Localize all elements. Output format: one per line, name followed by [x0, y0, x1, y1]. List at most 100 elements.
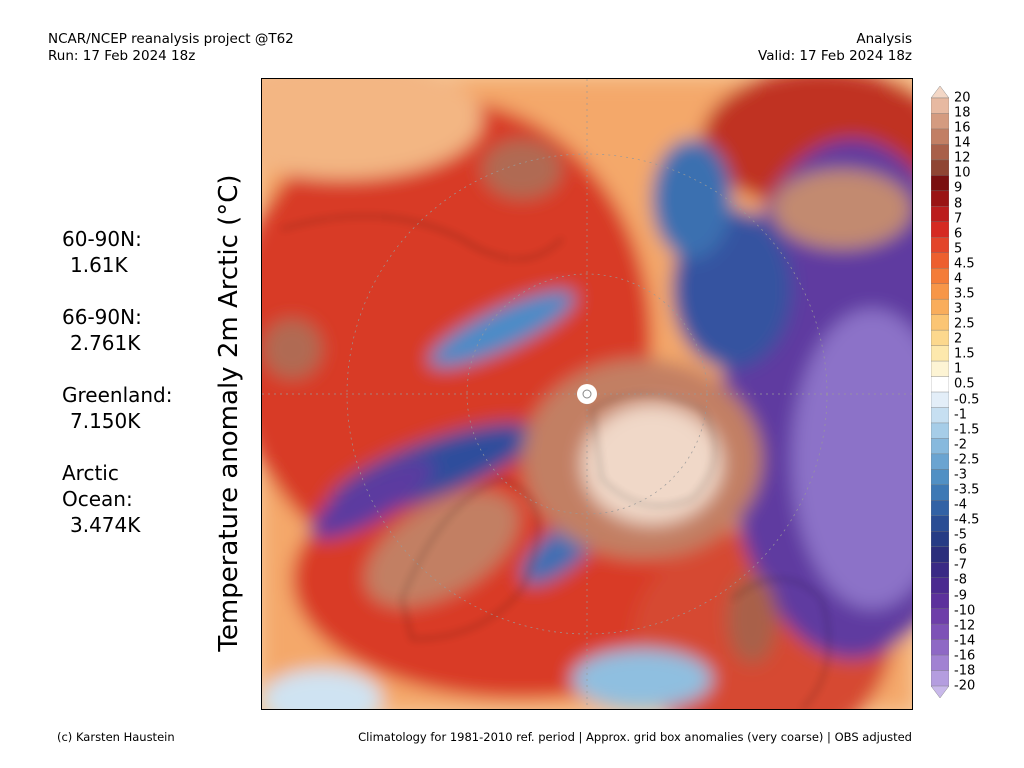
colorbar-swatch	[931, 438, 949, 455]
colorbar-tick-label: 12	[954, 150, 971, 166]
anomaly-field	[262, 79, 912, 709]
colorbar-tick-label: -10	[954, 603, 976, 619]
regional-stats: 60-90N: 1.61K 66-90N: 2.761K Greenland: …	[62, 226, 173, 564]
colorbar-tick-label: -12	[954, 618, 976, 634]
colorbar-tick-label: 4.5	[954, 256, 975, 272]
colorbar-tick-label: 9	[954, 180, 963, 196]
colorbar-swatch	[931, 654, 949, 672]
colorbar-tick-label: 1.5	[954, 346, 975, 362]
colorbar-swatch	[931, 329, 949, 347]
colorbar-tick-label: 1	[954, 361, 963, 377]
colorbar-tick-label: 16	[954, 120, 971, 136]
stat-value: 2.761K	[70, 331, 141, 355]
colorbar-swatch	[931, 128, 949, 146]
colorbar-swatch	[931, 639, 949, 656]
colorbar-swatch	[931, 407, 949, 424]
colorbar-tick-label: -7	[954, 557, 967, 573]
colorbar-swatch	[931, 670, 949, 687]
colorbar-swatch	[931, 469, 949, 486]
colorbar-swatch	[931, 546, 949, 563]
colorbar-tick-label: 20	[954, 90, 971, 106]
colorbar-swatch	[931, 345, 949, 362]
stat-60-90n: 60-90N: 1.61K	[62, 226, 173, 278]
map-title: Temperature anomaly 2m Arctic (°C)	[214, 174, 244, 652]
north-pole-marker	[577, 384, 597, 404]
colorbar-swatch	[931, 577, 949, 594]
colorbar-swatch	[931, 484, 949, 502]
stat-66-90n: 66-90N: 2.761K	[62, 304, 173, 356]
colorbar-tick-label: -20	[954, 678, 976, 694]
colorbar-swatch	[931, 422, 949, 440]
colorbar-tick-label: -3	[954, 467, 967, 483]
colorbar-swatch	[931, 144, 949, 161]
colorbar-swatch	[931, 314, 949, 331]
stat-greenland: Greenland: 7.150K	[62, 382, 173, 434]
colorbar-swatch	[931, 531, 949, 548]
colorbar-swatches	[931, 86, 949, 698]
colorbar-swatch	[931, 97, 949, 115]
stat-label: 66-90N:	[62, 305, 142, 329]
colorbar-swatch	[931, 175, 949, 192]
colorbar-tick-label: -4	[954, 497, 967, 513]
colorbar-swatch	[931, 252, 949, 269]
colorbar-swatch	[931, 376, 949, 393]
colorbar-tick-label: 7	[954, 211, 963, 227]
colorbar-swatch	[931, 283, 949, 300]
colorbar-swatch	[931, 685, 949, 698]
stat-arctic-ocean: Arctic Ocean: 3.474K	[62, 460, 173, 538]
colorbar-tick-label: 10	[954, 165, 971, 181]
stat-value: 7.150K	[70, 409, 141, 433]
run-info: NCAR/NCEP reanalysis project @T62 Run: 1…	[48, 31, 294, 65]
colorbar-swatch	[931, 623, 949, 641]
colorbar-swatch	[931, 608, 949, 625]
colorbar-tick-label: 3.5	[954, 286, 975, 302]
colorbar-tick-label: -6	[954, 542, 967, 558]
colorbar-tick-label: 14	[954, 135, 971, 151]
colorbar-tick-label: -16	[954, 648, 976, 664]
colorbar-swatch	[931, 592, 949, 610]
project-title: NCAR/NCEP reanalysis project @T62	[48, 31, 294, 47]
colorbar-tick-label: -2.5	[954, 452, 980, 468]
colorbar-tick-label: -2	[954, 437, 967, 453]
colorbar-tick-label: 2	[954, 331, 963, 347]
colorbar-swatch	[931, 562, 949, 579]
colorbar-swatch	[931, 391, 949, 409]
colorbar-tick-label: 5	[954, 241, 963, 257]
colorbar-swatch	[931, 159, 949, 177]
stat-label: 60-90N:	[62, 227, 142, 251]
stat-value: 3.474K	[70, 513, 141, 537]
colorbar-swatch	[931, 113, 949, 130]
colorbar-tick-label: -4.5	[954, 512, 980, 528]
colorbar-tick-label: -1	[954, 407, 967, 423]
colorbar-tick-label: -1.5	[954, 422, 980, 438]
colorbar-swatch	[931, 206, 949, 223]
colorbar-swatch	[931, 190, 949, 208]
valid-info: Analysis Valid: 17 Feb 2024 18z	[758, 31, 912, 65]
colorbar-tick-label: -3.5	[954, 482, 980, 498]
colorbar-tick-label: 4	[954, 271, 963, 287]
colorbar-swatch	[931, 515, 949, 532]
colorbar-swatch	[931, 453, 949, 471]
stat-label: Greenland:	[62, 383, 173, 407]
colorbar-tick-label: -18	[954, 663, 976, 679]
credit: (c) Karsten Haustein	[57, 730, 175, 744]
colorbar-tick-label: 18	[954, 105, 971, 121]
colorbar-swatch	[931, 268, 949, 285]
coastlines	[281, 215, 830, 709]
colorbar-swatch	[931, 237, 949, 254]
colorbar-tick-label: 0.5	[954, 376, 975, 392]
colorbar-swatch	[931, 86, 949, 99]
colorbar-tick-label: -14	[954, 633, 976, 649]
valid-time: Valid: 17 Feb 2024 18z	[758, 48, 912, 64]
anomaly-map	[261, 78, 913, 710]
colorbar-tick-label: -8	[954, 572, 967, 588]
colorbar-tick-label: 6	[954, 226, 963, 242]
colorbar-tick-label: -9	[954, 588, 967, 604]
colorbar-tick-label: 3	[954, 301, 963, 317]
stat-label: Arctic	[62, 461, 119, 485]
colorbar-tick-label: -0.5	[954, 392, 980, 408]
footnote: Climatology for 1981-2010 ref. period | …	[358, 730, 912, 744]
colorbar-swatch	[931, 298, 949, 316]
colorbar-tick-label: 8	[954, 196, 963, 212]
colorbar-tick-label: 2.5	[954, 316, 975, 332]
